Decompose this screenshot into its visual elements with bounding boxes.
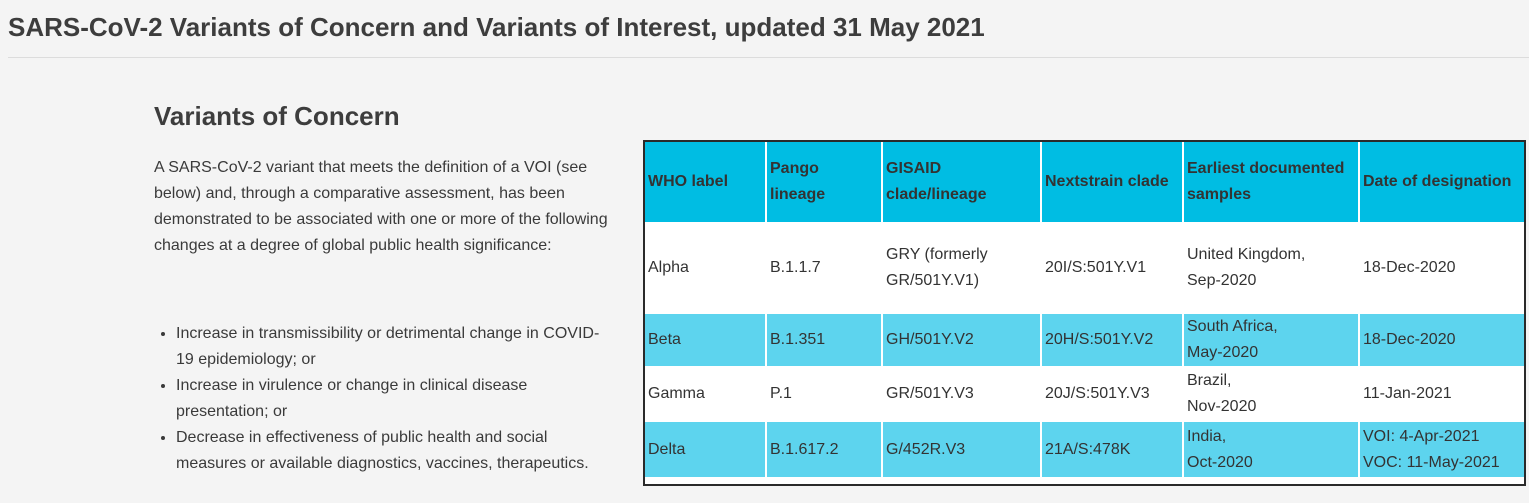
page-title: SARS-CoV-2 Variants of Concern and Varia… [8,12,985,42]
cell-pango: B.1.351 [766,313,883,368]
cell-nextstrain: 20J/S:501Y.V3 [1041,367,1184,422]
section-heading: Variants of Concern [154,101,400,131]
table-row: Delta B.1.617.2 G/452R.V3 21A/S:478K Ind… [645,421,1524,477]
designation-voi-date: VOI: 4-Apr-2021 [1363,427,1480,445]
criteria-list: Increase in transmissibility or detrimen… [154,321,614,477]
table-row: Gamma P.1 GR/501Y.V3 20J/S:501Y.V3 Brazi… [645,367,1524,422]
cell-nextstrain: 21A/S:478K [1041,421,1184,477]
cell-who-label: Beta [645,313,767,368]
header-who-label: WHO label [645,142,767,224]
header-gisaid-clade: GISAID clade/lineage [882,142,1042,224]
table-row: Beta B.1.351 GH/501Y.V2 20H/S:501Y.V2 So… [645,313,1524,368]
earliest-location: United Kingdom, [1187,246,1306,263]
header-nextstrain-clade: Nextstrain clade [1041,142,1184,224]
cell-who-label: Delta [645,421,767,477]
designation-date: 18-Dec-2020 [1363,259,1456,276]
earliest-location: Brazil, [1187,372,1232,389]
variants-table: WHO label Pango lineage GISAID clade/lin… [645,142,1524,477]
cell-earliest: South Africa, May-2020 [1183,313,1360,368]
cell-who-label: Alpha [645,223,767,314]
cell-earliest: Brazil, Nov-2020 [1183,367,1360,422]
cell-designation: 18-Dec-2020 [1359,223,1524,314]
cell-gisaid: G/452R.V3 [882,421,1042,477]
earliest-date: May-2020 [1187,344,1259,361]
cell-designation: 11-Jan-2021 [1359,367,1524,422]
cell-earliest: United Kingdom, Sep-2020 [1183,223,1360,314]
earliest-date: Oct-2020 [1187,453,1253,471]
cell-designation: VOI: 4-Apr-2021 VOC: 11-May-2021 [1359,421,1524,477]
criteria-item: Increase in virulence or change in clini… [176,373,614,425]
criteria-item: Increase in transmissibility or detrimen… [176,321,614,373]
table-header-row: WHO label Pango lineage GISAID clade/lin… [645,142,1524,224]
cell-who-label: Gamma [645,367,767,422]
earliest-location: India, [1187,427,1227,445]
title-divider [8,57,1529,58]
variants-table-container: WHO label Pango lineage GISAID clade/lin… [643,140,1526,486]
header-date-designation: Date of designation [1359,142,1524,224]
cell-pango: B.1.1.7 [766,223,883,314]
voc-definition: A SARS-CoV-2 variant that meets the defi… [154,159,608,254]
header-pango-lineage: Pango lineage [766,142,883,224]
designation-voc-date: VOC: 11-May-2021 [1363,453,1500,471]
earliest-date: Nov-2020 [1187,398,1257,415]
cell-designation: 18-Dec-2020 [1359,313,1524,368]
cell-earliest: India, Oct-2020 [1183,421,1360,477]
cell-pango: B.1.617.2 [766,421,883,477]
earliest-location: South Africa, [1187,318,1278,335]
header-earliest-samples: Earliest documented samples [1183,142,1360,224]
cell-gisaid: GH/501Y.V2 [882,313,1042,368]
cell-nextstrain: 20H/S:501Y.V2 [1041,313,1184,368]
criteria-item: Decrease in effectiveness of public heal… [176,425,614,477]
cell-gisaid: GRY (formerly GR/501Y.V1) [882,223,1042,314]
table-row: Alpha B.1.1.7 GRY (formerly GR/501Y.V1) … [645,223,1524,314]
cell-gisaid: GR/501Y.V3 [882,367,1042,422]
designation-date: 18-Dec-2020 [1363,331,1456,348]
earliest-date: Sep-2020 [1187,272,1257,289]
designation-date: 11-Jan-2021 [1363,385,1452,402]
cell-pango: P.1 [766,367,883,422]
cell-nextstrain: 20I/S:501Y.V1 [1041,223,1184,314]
